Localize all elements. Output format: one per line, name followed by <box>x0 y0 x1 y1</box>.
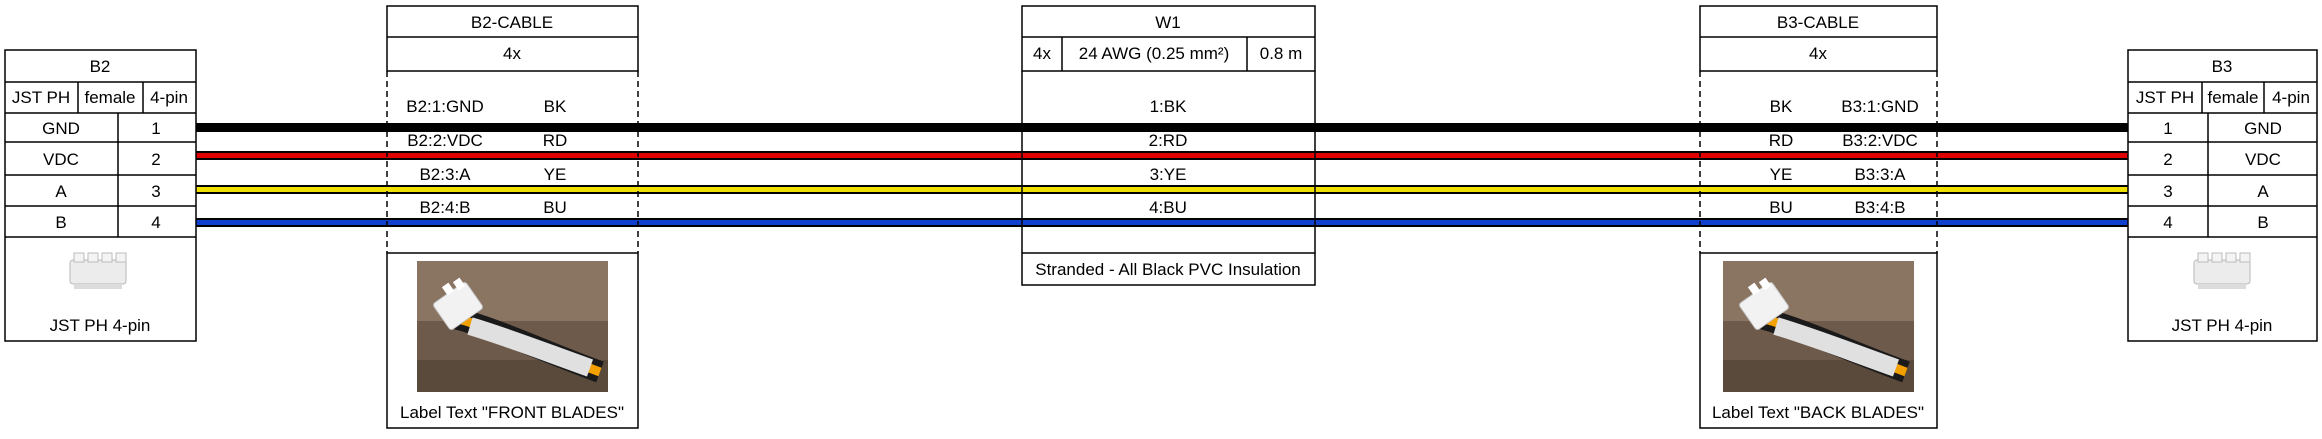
b3-image-caption: JST PH 4-pin <box>2172 316 2273 335</box>
b3-pin: 4 <box>2163 213 2172 232</box>
b2-signal: GND <box>42 119 80 138</box>
w1-title: W1 <box>1155 13 1181 32</box>
b3-pin-count: 4-pin <box>2272 88 2310 107</box>
b3-cable-title: B3-CABLE <box>1777 13 1859 32</box>
b3-type: JST PH <box>2136 88 2194 107</box>
b2-signal: B <box>55 213 66 232</box>
b3-cable-count: 4x <box>1809 44 1827 63</box>
jst-connector-icon <box>2193 252 2251 289</box>
b2-cable-title: B2-CABLE <box>471 13 553 32</box>
b3-signal: B <box>2257 213 2268 232</box>
b3-signal: GND <box>2244 119 2282 138</box>
b2-cable-wire-end: B2:4:B <box>419 198 470 217</box>
b2-signal: VDC <box>43 150 79 169</box>
b3-cable-wire-color: RD <box>1769 131 1794 150</box>
w1-wire-label: 4:BU <box>1149 198 1187 217</box>
b2-pin-count: 4-pin <box>150 88 188 107</box>
b2-cable-wire-color: RD <box>543 131 568 150</box>
b3-cable-wire-color: BU <box>1769 198 1793 217</box>
b3-cable-wire-end: B3:1:GND <box>1841 97 1918 116</box>
b3-cable-label-text: Label Text "BACK BLADES" <box>1712 403 1924 422</box>
b2-cable-wire-end: B2:1:GND <box>406 97 483 116</box>
b3-cable-wire-end: B3:2:VDC <box>1842 131 1918 150</box>
b2-signal: A <box>55 182 67 201</box>
b2-cable-wire-color: BU <box>543 198 567 217</box>
b3-signal: A <box>2257 182 2269 201</box>
b3-gender: female <box>2207 88 2258 107</box>
b3-cable-wire-end: B3:4:B <box>1854 198 1905 217</box>
b2-cable-label-text: Label Text "FRONT BLADES" <box>400 403 624 422</box>
b3-title: B3 <box>2212 57 2233 76</box>
b2-pin: 2 <box>151 150 160 169</box>
b3-cable-wire-end: B3:3:A <box>1854 165 1906 184</box>
b2-type: JST PH <box>12 88 70 107</box>
w1-count: 4x <box>1033 44 1051 63</box>
b2-title: B2 <box>90 57 111 76</box>
connector-b2: B2 JST PH female 4-pin GND 1 VDC 2 A 3 B… <box>4 49 197 342</box>
cable-w1: W1 4x 24 AWG (0.25 mm²) 0.8 m 1:BK 2:RD … <box>1021 5 1316 286</box>
b3-signal: VDC <box>2245 150 2281 169</box>
b2-cable-wire-end: B2:3:A <box>419 165 471 184</box>
b3-pin: 3 <box>2163 182 2172 201</box>
b3-cable-wire-color: BK <box>1770 97 1793 116</box>
b2-pin: 1 <box>151 119 160 138</box>
b2-cable-wire-color: BK <box>544 97 567 116</box>
b2-image-caption: JST PH 4-pin <box>50 316 151 335</box>
cable-b3: B3-CABLE 4x BK B3:1:GND RD B3:2:VDC YE B… <box>1699 5 1938 429</box>
b2-pin: 3 <box>151 182 160 201</box>
cable-photo <box>1723 261 1914 392</box>
cable-b2: B2-CABLE 4x B2:1:GND BK B2:2:VDC RD B2:3… <box>386 5 639 429</box>
b3-cable-wire-color: YE <box>1770 165 1793 184</box>
b3-pin: 2 <box>2163 150 2172 169</box>
w1-wire-label: 3:YE <box>1150 165 1187 184</box>
w1-note: Stranded - All Black PVC Insulation <box>1035 260 1301 279</box>
b2-cable-wire-end: B2:2:VDC <box>407 131 483 150</box>
b3-pin: 1 <box>2163 119 2172 138</box>
b2-pin: 4 <box>151 213 160 232</box>
w1-length: 0.8 m <box>1260 44 1303 63</box>
w1-wire-label: 1:BK <box>1150 97 1188 116</box>
cable-photo <box>417 261 608 392</box>
w1-gauge: 24 AWG (0.25 mm²) <box>1079 44 1230 63</box>
jst-connector-icon <box>69 252 127 289</box>
connector-b3: B3 JST PH female 4-pin 1 GND 2 VDC 3 A 4… <box>2127 49 2318 342</box>
b2-gender: female <box>84 88 135 107</box>
w1-wire-label: 2:RD <box>1149 131 1188 150</box>
b2-cable-count: 4x <box>503 44 521 63</box>
b2-cable-wire-color: YE <box>544 165 567 184</box>
wire-bundle <box>196 123 2128 227</box>
